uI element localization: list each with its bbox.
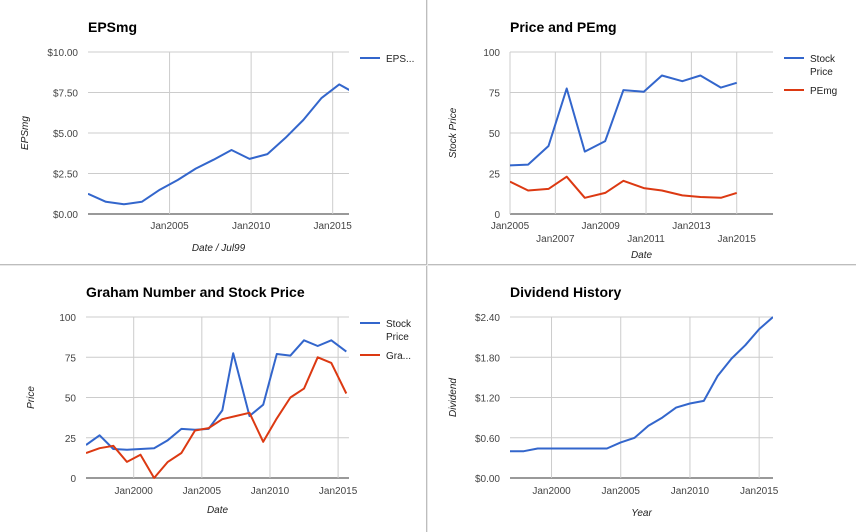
y-tick-label: 0 <box>494 210 500 221</box>
dividend-chart-panel: Dividend History $0.00 $0.60 $1.20 $1.80 $2.4… <box>428 266 856 532</box>
legend-label: Price <box>386 332 409 343</box>
x-tick-label: Jan2000 <box>115 486 154 497</box>
x-tick-label: Jan2007 <box>536 234 575 245</box>
x-axis-label: Year <box>631 508 652 519</box>
y-tick-label: 50 <box>65 394 77 405</box>
y-tick-label: $0.00 <box>53 210 78 221</box>
x-tick-label: Jan2005 <box>150 221 189 232</box>
chart-title: Dividend History <box>510 284 621 300</box>
chart-title: Graham Number and Stock Price <box>86 284 305 300</box>
y-axis-label: EPSmg <box>20 116 31 150</box>
series-line-1 <box>88 83 349 206</box>
series-line-2 <box>86 356 348 479</box>
y-tick-label: $0.60 <box>475 434 500 445</box>
graham-price-chart-panel: Graham Number and Stock Price 0 25 50 75 100 J… <box>0 266 427 532</box>
x-axis-label: Date / Jul99 <box>192 243 246 254</box>
legend-label: Price <box>810 67 833 78</box>
y-tick-label: $1.20 <box>475 394 500 405</box>
chart-svg: Graham Number and Stock Price 0 25 50 75 100 J… <box>26 284 412 516</box>
chart-svg: Dividend History $0.00 $0.60 $1.20 $1.80 $2.4… <box>448 284 779 519</box>
y-tick-label: 25 <box>489 170 501 181</box>
y-tick-label: $7.50 <box>53 89 78 100</box>
series-line-1 <box>86 339 347 451</box>
x-tick-label: Jan2010 <box>671 486 710 497</box>
x-tick-label: Jan2015 <box>314 221 353 232</box>
y-tick-label: 100 <box>59 313 76 324</box>
x-tick-label: Jan2005 <box>491 221 530 232</box>
chart-title: Price and PEmg <box>510 19 617 35</box>
y-tick-label: 25 <box>65 434 77 445</box>
x-tick-label: Jan2005 <box>183 486 222 497</box>
x-tick-label: Jan2010 <box>251 486 290 497</box>
y-tick-label: 75 <box>65 353 77 364</box>
y-tick-label: $0.00 <box>475 474 500 485</box>
x-axis-label: Date <box>631 250 653 261</box>
series-line-2 <box>510 175 737 199</box>
y-tick-label: $5.00 <box>53 129 78 140</box>
y-axis-label: Price <box>26 386 37 409</box>
y-tick-label: $1.80 <box>475 353 500 364</box>
legend-label: Stock <box>386 319 412 330</box>
series-line-1 <box>510 316 773 453</box>
x-tick-label: Jan2000 <box>532 486 571 497</box>
y-tick-label: $2.50 <box>53 170 78 181</box>
series-line-1 <box>510 74 737 167</box>
y-tick-label: 75 <box>489 89 501 100</box>
y-axis-label: Dividend <box>448 378 459 417</box>
legend-label: PEmg <box>810 86 837 97</box>
y-tick-label: $2.40 <box>475 313 500 324</box>
eps-chart-panel: EPSmg $0.00 $2.50 $5.00 $7.50 $10.00 Jan2005 Ja… <box>0 0 427 265</box>
y-tick-label: $10.00 <box>47 48 78 59</box>
x-tick-label: Jan2009 <box>582 221 621 232</box>
x-tick-label: Jan2011 <box>627 234 665 245</box>
x-tick-label: Jan2013 <box>672 221 711 232</box>
x-tick-label: Jan2015 <box>319 486 358 497</box>
legend-label: EPS... <box>386 54 414 65</box>
y-tick-label: 50 <box>489 129 501 140</box>
x-tick-label: Jan2010 <box>232 221 271 232</box>
chart-svg: EPSmg $0.00 $2.50 $5.00 $7.50 $10.00 Jan2005 Ja… <box>20 19 414 254</box>
x-axis-label: Date <box>207 505 229 516</box>
x-tick-label: Jan2015 <box>740 486 779 497</box>
price-pe-chart-panel: Price and PEmg 0 25 50 75 100 Jan2005 Jan2007 Ja… <box>428 0 856 265</box>
chart-svg: Price and PEmg 0 25 50 75 100 Jan2005 Jan2007 Ja… <box>448 19 837 261</box>
legend-label: Stock <box>810 54 836 65</box>
x-tick-label: Jan2005 <box>602 486 641 497</box>
y-axis-label: Stock Price <box>448 107 459 158</box>
y-tick-label: 100 <box>483 48 500 59</box>
chart-title: EPSmg <box>88 19 137 35</box>
y-tick-label: 0 <box>70 474 76 485</box>
x-tick-label: Jan2015 <box>718 234 757 245</box>
legend-label: Gra... <box>386 351 411 362</box>
